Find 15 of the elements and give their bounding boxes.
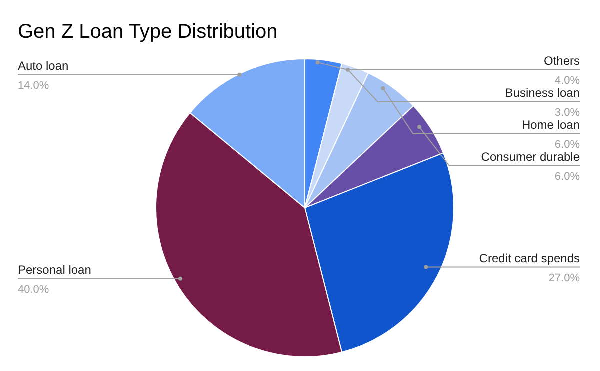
slice-label: Auto loan [18, 58, 69, 73]
data-label: 40.0% [18, 284, 50, 296]
slice-label: Others [544, 54, 580, 68]
slice-label: Consumer durable [481, 150, 580, 164]
data-label: 6.0% [554, 139, 580, 151]
chart-title: Gen Z Loan Type Distribution [18, 21, 278, 43]
data-label: 3.0% [554, 107, 580, 119]
data-label: 4.0% [554, 75, 580, 87]
data-label: 14.0% [18, 80, 50, 92]
slice-label: Credit card spends [479, 251, 580, 266]
slice-label: Personal loan [18, 262, 92, 277]
slice-label: Business loan [505, 86, 580, 100]
data-label: 6.0% [554, 171, 580, 183]
slice-label: Home loan [522, 118, 580, 132]
data-label: 27.0% [548, 272, 580, 284]
